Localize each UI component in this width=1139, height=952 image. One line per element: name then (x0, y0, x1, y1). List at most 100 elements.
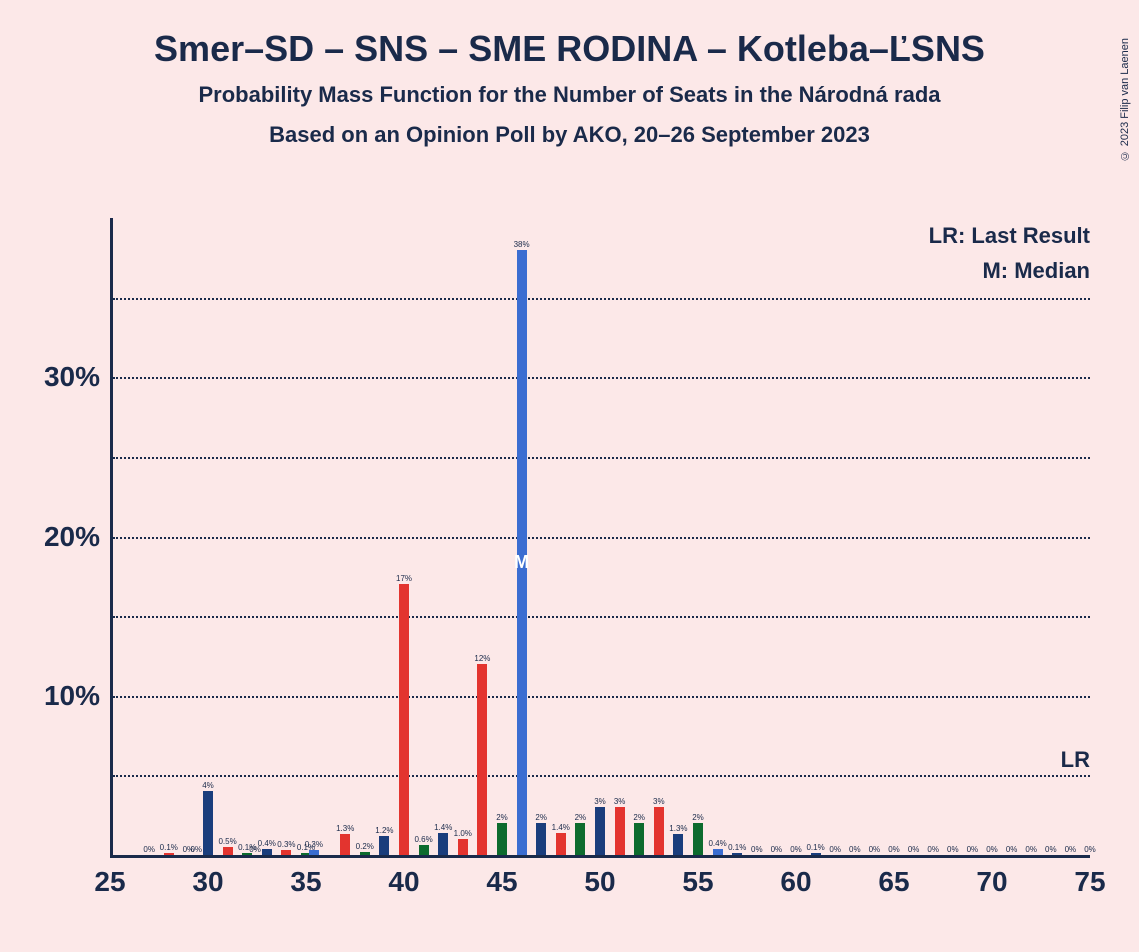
gridline (113, 696, 1090, 698)
bar (713, 849, 723, 855)
bar (556, 833, 566, 855)
gridline (113, 377, 1090, 379)
gridline (113, 298, 1090, 300)
bar-value-label: 0% (751, 845, 763, 854)
bar (458, 839, 468, 855)
bar (732, 853, 742, 855)
legend-m: M: Median (982, 258, 1090, 284)
bar-value-label: 2% (496, 813, 508, 822)
bar (654, 807, 664, 855)
bar (164, 853, 174, 855)
bar (673, 834, 683, 855)
bar-value-label: 0.5% (218, 837, 236, 846)
y-tick-label: 20% (44, 521, 100, 553)
bar (497, 823, 507, 855)
x-tick-label: 30 (192, 866, 223, 898)
gridline (113, 775, 1090, 777)
bar-value-label: 0.4% (258, 839, 276, 848)
bar-value-label: 17% (396, 574, 412, 583)
bar-value-label: 3% (653, 797, 665, 806)
x-tick-label: 60 (780, 866, 811, 898)
gridline (113, 537, 1090, 539)
chart-area: LR: Last Result M: Median 10%20%30% 2530… (110, 218, 1100, 878)
bar-value-label: 0.4% (708, 839, 726, 848)
bar-value-label: 0% (908, 845, 920, 854)
median-marker: M (514, 552, 529, 573)
bar-value-label: 0.3% (305, 840, 323, 849)
bar-value-label: 0% (829, 845, 841, 854)
bar-value-label: 0% (888, 845, 900, 854)
bar (536, 823, 546, 855)
x-tick-label: 35 (290, 866, 321, 898)
bar-value-label: 0% (190, 845, 202, 854)
bar (477, 664, 487, 855)
bar-value-label: 1.4% (434, 823, 452, 832)
chart-subtitle-2: Based on an Opinion Poll by AKO, 20–26 S… (0, 122, 1139, 148)
bar (693, 823, 703, 855)
bar-value-label: 1.0% (454, 829, 472, 838)
lr-marker: LR (1061, 747, 1090, 773)
y-tick-label: 10% (44, 680, 100, 712)
x-tick-label: 65 (878, 866, 909, 898)
bar (399, 584, 409, 855)
x-tick-label: 55 (682, 866, 713, 898)
bar-value-label: 0% (790, 845, 802, 854)
bar-value-label: 0.1% (728, 843, 746, 852)
y-tick-label: 30% (44, 361, 100, 393)
bar (438, 833, 448, 855)
bar (262, 849, 272, 855)
bar-value-label: 0% (947, 845, 959, 854)
bar-value-label: 0% (1006, 845, 1018, 854)
bar-value-label: 0.2% (356, 842, 374, 851)
copyright-text: © 2023 Filip van Laenen (1119, 38, 1131, 161)
bar-value-label: 38% (514, 240, 530, 249)
gridline (113, 457, 1090, 459)
x-tick-label: 70 (976, 866, 1007, 898)
bar-value-label: 1.3% (336, 824, 354, 833)
bar-value-label: 1.4% (552, 823, 570, 832)
bar (360, 852, 370, 855)
bar-value-label: 0.1% (160, 843, 178, 852)
x-tick-label: 45 (486, 866, 517, 898)
bar-value-label: 4% (202, 781, 214, 790)
x-tick-label: 75 (1074, 866, 1105, 898)
bar-value-label: 0% (143, 845, 155, 854)
bar-value-label: 0% (849, 845, 861, 854)
bar-value-label: 0% (927, 845, 939, 854)
bar (203, 791, 213, 855)
legend-lr: LR: Last Result (929, 223, 1090, 249)
bar (340, 834, 350, 855)
bar-value-label: 2% (535, 813, 547, 822)
bar (595, 807, 605, 855)
x-tick-label: 40 (388, 866, 419, 898)
bar (379, 836, 389, 855)
bar-value-label: 2% (633, 813, 645, 822)
bar-value-label: 1.2% (375, 826, 393, 835)
bar-value-label: 0% (967, 845, 979, 854)
bar (419, 845, 429, 855)
bar-value-label: 3% (614, 797, 626, 806)
x-tick-label: 50 (584, 866, 615, 898)
chart-title: Smer–SD – SNS – SME RODINA – Kotleba–ĽSN… (0, 28, 1139, 70)
bar (281, 850, 291, 855)
x-axis (110, 855, 1090, 858)
bar (223, 847, 233, 855)
bar (811, 853, 821, 855)
bar-value-label: 0% (1025, 845, 1037, 854)
bar-value-label: 0% (1084, 845, 1096, 854)
bar-value-label: 3% (594, 797, 606, 806)
bar-value-label: 0% (869, 845, 881, 854)
bar (634, 823, 644, 855)
bar-value-label: 0% (1065, 845, 1077, 854)
bar-value-label: 0.1% (806, 843, 824, 852)
bar-value-label: 0% (771, 845, 783, 854)
bar (615, 807, 625, 855)
bar (575, 823, 585, 855)
bar-value-label: 2% (692, 813, 704, 822)
bar-value-label: 0.3% (277, 840, 295, 849)
bar-value-label: 0.6% (414, 835, 432, 844)
x-tick-label: 25 (94, 866, 125, 898)
bar-value-label: 2% (575, 813, 587, 822)
chart-subtitle-1: Probability Mass Function for the Number… (0, 82, 1139, 108)
bar-value-label: 12% (474, 654, 490, 663)
